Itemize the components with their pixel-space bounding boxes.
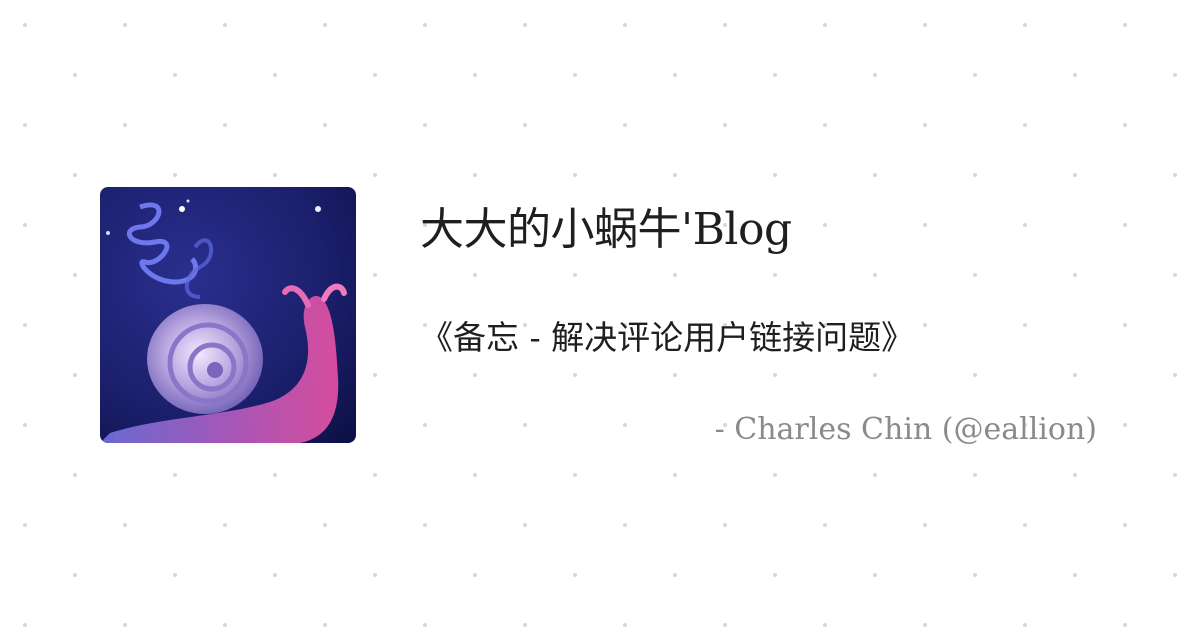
post-title: 《备忘 - 解决评论用户链接问题》 — [420, 318, 915, 357]
author-attribution: - Charles Chin (@eallion) — [714, 412, 1097, 447]
blog-title: 大大的小蜗牛'Blog — [420, 204, 792, 255]
avatar — [100, 187, 356, 443]
snail-icon — [100, 187, 356, 443]
